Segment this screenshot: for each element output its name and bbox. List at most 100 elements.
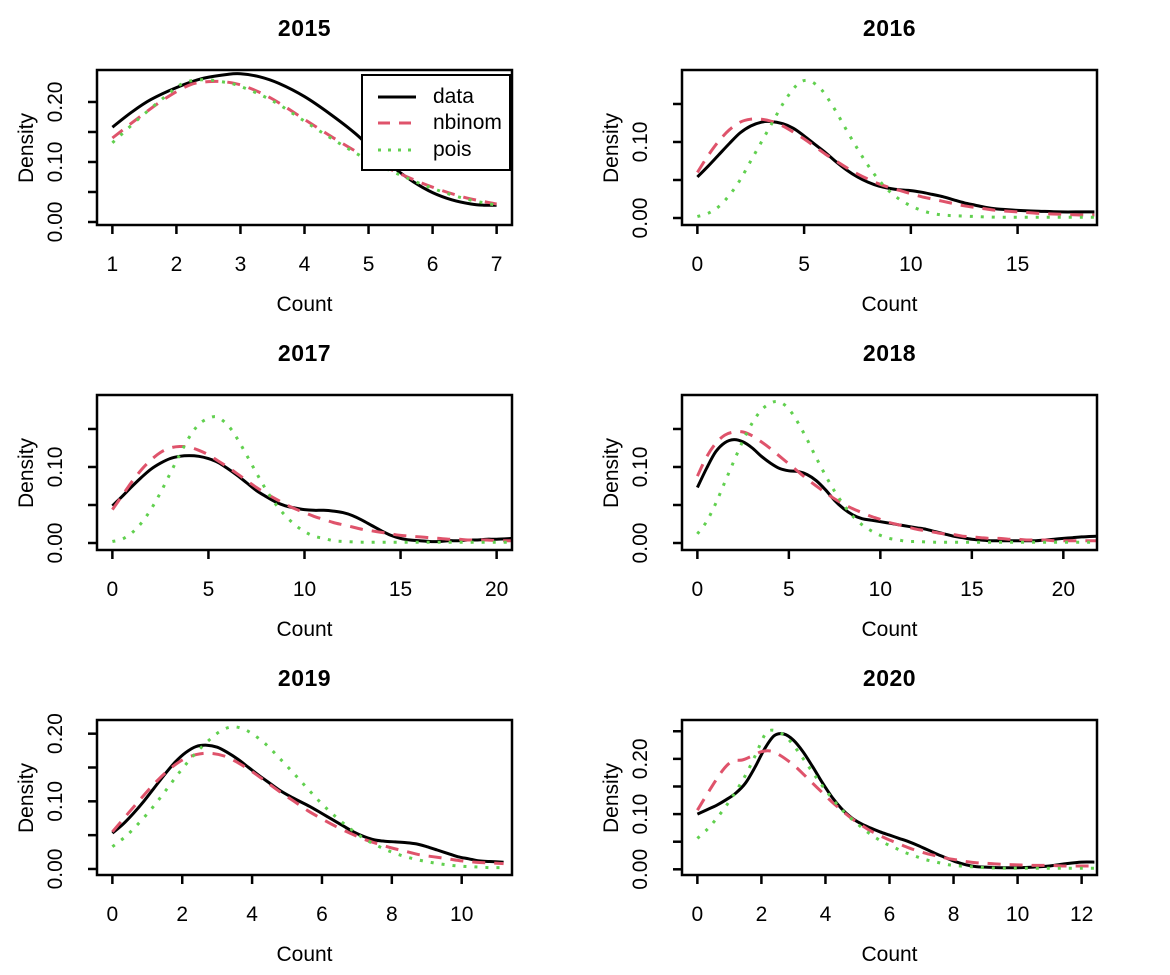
x-tick-label: 4 — [820, 903, 832, 926]
plot-box — [680, 393, 1099, 552]
curve-nbinom — [111, 444, 513, 543]
legend-label: nbinom — [433, 111, 502, 134]
y-tick-label: 0.10 — [44, 142, 67, 183]
x-tick-label: 4 — [246, 903, 258, 926]
panel-2017: 0 5 10 15 20 0.00 0.10 2017 Density Count — [0, 325, 585, 650]
x-tick-label: 8 — [948, 903, 960, 926]
panel-title: 2017 — [277, 340, 332, 366]
panel-2020: 0 2 4 6 8 10 12 0.00 0.10 0.20 2020 Density Count — [585, 650, 1170, 975]
x-tick-label: 15 — [389, 578, 412, 601]
plot-area-2018: 0 5 10 15 20 0.00 0.10 — [629, 393, 1099, 601]
curve-nbinom — [696, 117, 1095, 217]
curve-nbinom — [696, 430, 1097, 543]
x-tick-label: 5 — [363, 253, 375, 276]
legend-item-pois: pois — [377, 137, 497, 163]
y-axis-label: Density — [15, 437, 38, 509]
x-tick-label: 15 — [960, 578, 983, 601]
y-tick-label: 0.10 — [44, 781, 67, 822]
y-axis-label: Density — [600, 112, 623, 184]
y-tick-label: 0.00 — [629, 198, 652, 239]
x-tick-label: 5 — [783, 578, 795, 601]
y-tick-label: 0.00 — [629, 523, 652, 564]
y-tick-label: 0.20 — [44, 713, 67, 754]
curve-data — [696, 732, 1095, 870]
x-axis-label: Count — [276, 293, 333, 316]
x-axis-label: Count — [861, 618, 918, 641]
plot-area-2017: 0 5 10 15 20 0.00 0.10 — [44, 393, 514, 601]
y-tick-label: 0.00 — [629, 849, 652, 890]
x-tick-label: 10 — [869, 578, 892, 601]
plot-area-2020: 0 2 4 6 8 10 12 0.00 0.10 0.20 — [629, 718, 1099, 926]
curve-pois — [696, 399, 1097, 544]
panel-2015: 1 2 3 4 5 6 7 0.00 0.10 0.20 2015 Density Count d… — [0, 0, 585, 325]
legend-line-solid-icon — [378, 95, 416, 99]
plot-box — [95, 393, 514, 552]
curve-nbinom — [111, 79, 497, 206]
plot-area-2015: 1 2 3 4 5 6 7 0.00 0.10 0.20 — [44, 68, 514, 276]
panel-2018: 0 5 10 15 20 0.00 0.10 2018 Density Count — [585, 325, 1170, 650]
x-tick-label: 5 — [798, 253, 810, 276]
panel-title: 2020 — [862, 665, 917, 691]
x-tick-label: 0 — [692, 903, 704, 926]
x-tick-label: 2 — [756, 903, 768, 926]
plot-area-2016: 0 5 10 15 0.00 0.10 — [629, 68, 1099, 276]
panel-title: 2019 — [277, 665, 332, 691]
x-tick-label: 6 — [884, 903, 896, 926]
plot-area-2019: 0 2 4 6 8 10 0.00 0.10 0.20 — [44, 713, 514, 926]
plot-box — [680, 718, 1099, 877]
y-tick-label: 0.20 — [629, 738, 652, 779]
curve-pois — [111, 725, 504, 870]
curve-nbinom — [111, 751, 504, 866]
y-tick-label: 0.10 — [629, 794, 652, 835]
x-tick-label: 20 — [1052, 578, 1075, 601]
curve-data — [696, 119, 1095, 214]
y-tick-label: 0.10 — [44, 447, 67, 488]
y-tick-label: 0.00 — [44, 202, 67, 243]
curve-nbinom — [696, 749, 1095, 868]
legend: data nbinom pois — [361, 74, 511, 171]
legend-line-dashed-icon — [378, 121, 416, 125]
x-tick-label: 2 — [171, 253, 183, 276]
x-axis-label: Count — [276, 943, 333, 966]
legend-label: data — [433, 85, 474, 108]
x-tick-label: 0 — [692, 253, 704, 276]
x-tick-label: 10 — [1006, 903, 1029, 926]
x-tick-label: 15 — [1006, 253, 1029, 276]
x-tick-label: 4 — [299, 253, 311, 276]
x-axis-label: Count — [276, 618, 333, 641]
legend-item-data: data — [377, 84, 497, 110]
x-tick-label: 6 — [316, 903, 328, 926]
panel-2019: 0 2 4 6 8 10 0.00 0.10 0.20 2019 Density Count — [0, 650, 585, 975]
y-tick-label: 0.10 — [629, 447, 652, 488]
x-tick-label: 10 — [450, 903, 473, 926]
x-tick-label: 3 — [235, 253, 247, 276]
panel-2016: 0 5 10 15 0.00 0.10 2016 Density Count — [585, 0, 1170, 325]
y-axis-label: Density — [600, 437, 623, 509]
y-tick-label: 0.00 — [44, 523, 67, 564]
y-tick-label: 0.00 — [44, 849, 67, 890]
x-tick-label: 12 — [1070, 903, 1093, 926]
x-axis-label: Count — [861, 293, 918, 316]
curve-pois — [696, 78, 1095, 219]
curve-pois — [696, 728, 1095, 870]
x-tick-label: 20 — [485, 578, 508, 601]
panel-title: 2015 — [277, 15, 332, 41]
curve-pois — [112, 415, 512, 544]
panel-title: 2016 — [862, 15, 917, 41]
x-tick-label: 0 — [692, 578, 704, 601]
x-axis-label: Count — [861, 943, 918, 966]
plot-box — [680, 68, 1099, 227]
plot-box — [95, 718, 514, 877]
x-tick-label: 5 — [203, 578, 215, 601]
legend-item-nbinom: nbinom — [377, 110, 502, 136]
x-tick-label: 0 — [107, 903, 119, 926]
y-axis-label: Density — [15, 762, 38, 834]
curve-data — [111, 454, 513, 544]
x-tick-label: 2 — [176, 903, 188, 926]
y-axis-label: Density — [15, 112, 38, 184]
x-tick-label: 7 — [491, 253, 503, 276]
y-tick-label: 0.10 — [629, 122, 652, 163]
x-tick-label: 10 — [293, 578, 316, 601]
x-tick-label: 0 — [107, 578, 119, 601]
